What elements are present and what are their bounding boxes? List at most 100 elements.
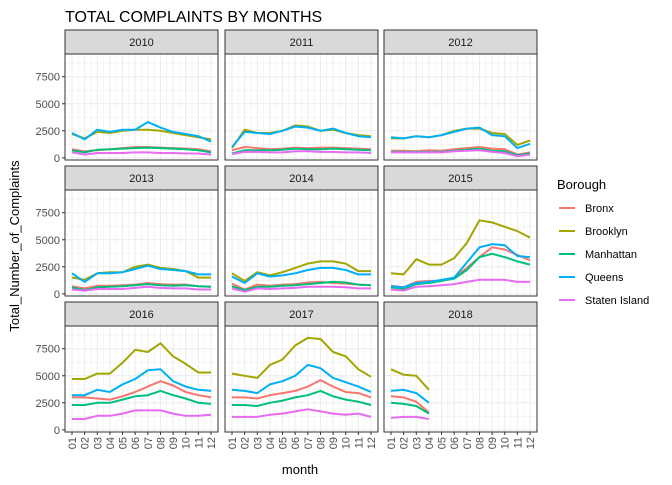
series-line-queens bbox=[71, 121, 212, 143]
x-tick-label: 01 bbox=[67, 437, 79, 449]
x-axis-title: month bbox=[282, 462, 318, 477]
y-tick-label: 5000 bbox=[36, 235, 60, 247]
x-tick-label: 04 bbox=[265, 437, 277, 449]
panel-border bbox=[64, 189, 219, 297]
y-tick-label: 5000 bbox=[36, 99, 60, 111]
x-tick-label: 02 bbox=[80, 437, 92, 449]
x-tick-label: 09 bbox=[487, 437, 499, 449]
series-line-bronx bbox=[390, 395, 430, 414]
x-tick-label: 03 bbox=[92, 437, 104, 449]
panel-border bbox=[224, 189, 379, 297]
x-tick-label: 04 bbox=[105, 437, 117, 449]
x-tick-label: 03 bbox=[252, 437, 264, 449]
x-tick-label: 05 bbox=[118, 437, 130, 449]
legend-label: Manhattan bbox=[585, 249, 637, 261]
series-line-brooklyn bbox=[231, 260, 371, 282]
x-tick-label: 01 bbox=[227, 437, 239, 449]
series-line-manhattan bbox=[71, 146, 212, 154]
y-tick-label: 2500 bbox=[36, 126, 60, 138]
facet-strip-label: 2011 bbox=[290, 37, 314, 49]
y-tick-label: 2500 bbox=[36, 398, 60, 410]
series-line-queens bbox=[71, 264, 211, 283]
x-tick-label: 10 bbox=[500, 437, 512, 449]
facet-strip-label: 2014 bbox=[289, 173, 313, 185]
series-line-manhattan bbox=[231, 147, 372, 155]
series-line-staten-island bbox=[391, 149, 531, 158]
legend-label: Bronx bbox=[585, 203, 614, 215]
y-axis-title: Total_Number_of_Complaints bbox=[7, 160, 22, 332]
x-tick-label: 10 bbox=[341, 437, 353, 449]
x-tick-label: 07 bbox=[303, 437, 315, 449]
series-line-manhattan bbox=[72, 389, 212, 406]
x-tick-label: 08 bbox=[315, 437, 327, 449]
series-line-staten-island bbox=[71, 151, 212, 156]
x-tick-label: 09 bbox=[328, 437, 340, 449]
legend-label: Staten Island bbox=[585, 295, 649, 307]
y-tick-label: 2500 bbox=[36, 262, 60, 274]
series-line-staten-island bbox=[232, 408, 372, 418]
panel-border bbox=[64, 53, 219, 161]
x-tick-label: 06 bbox=[130, 437, 142, 449]
facet-strip-label: 2010 bbox=[129, 37, 153, 49]
facet-strip bbox=[64, 301, 219, 327]
x-tick-label: 06 bbox=[290, 437, 302, 449]
series-line-manhattan bbox=[390, 252, 531, 290]
x-tick-label: 12 bbox=[525, 437, 537, 449]
series-line-queens bbox=[231, 363, 372, 395]
x-tick-label: 05 bbox=[437, 437, 449, 449]
series-line-staten-island bbox=[231, 150, 372, 156]
y-tick-label: 5000 bbox=[36, 371, 60, 383]
series-line-bronx bbox=[72, 380, 212, 401]
series-line-bronx bbox=[232, 379, 372, 400]
legend-label: Queens bbox=[585, 272, 624, 284]
series-line-bronx bbox=[231, 146, 372, 152]
facet-strip bbox=[383, 165, 538, 191]
y-tick-label: 0 bbox=[54, 153, 60, 165]
series-line-brooklyn bbox=[71, 128, 212, 141]
series-line-queens bbox=[72, 368, 212, 397]
series-line-brooklyn bbox=[72, 342, 211, 380]
series-line-staten-island bbox=[231, 285, 371, 293]
facet-strip bbox=[383, 301, 538, 327]
series-line-brooklyn bbox=[390, 219, 531, 276]
x-tick-label: 05 bbox=[278, 437, 290, 449]
facet-strip bbox=[64, 29, 219, 55]
y-tick-label: 7500 bbox=[36, 208, 60, 220]
series-line-queens bbox=[231, 125, 372, 148]
x-tick-label: 07 bbox=[143, 437, 155, 449]
facet-strip-label: 2015 bbox=[448, 173, 472, 185]
series-line-queens bbox=[390, 243, 531, 289]
x-tick-label: 09 bbox=[168, 437, 180, 449]
x-tick-label: 07 bbox=[462, 437, 474, 449]
series-line-manhattan bbox=[390, 401, 430, 415]
y-tick-label: 7500 bbox=[36, 72, 60, 84]
x-tick-label: 11 bbox=[512, 437, 524, 448]
facet-strip bbox=[224, 29, 379, 55]
series-line-staten-island bbox=[390, 278, 530, 292]
facet-strip-label: 2018 bbox=[448, 309, 472, 321]
facet-strip bbox=[224, 301, 379, 327]
x-tick-label: 11 bbox=[353, 437, 365, 448]
y-tick-label: 0 bbox=[54, 425, 60, 437]
series-line-brooklyn bbox=[390, 368, 430, 391]
x-tick-label: 08 bbox=[155, 437, 167, 449]
x-tick-label: 08 bbox=[474, 437, 486, 449]
y-tick-label: 0 bbox=[54, 289, 60, 301]
x-tick-label: 12 bbox=[206, 437, 218, 449]
series-line-manhattan bbox=[232, 389, 372, 407]
legend-title: Borough bbox=[557, 177, 606, 192]
x-tick-label: 12 bbox=[366, 437, 378, 449]
series-line-brooklyn bbox=[231, 336, 372, 379]
facet-strip-label: 2016 bbox=[129, 309, 153, 321]
series-line-manhattan bbox=[231, 280, 372, 292]
panel-border bbox=[383, 189, 538, 297]
series-line-staten-island bbox=[72, 409, 212, 420]
x-tick-label: 10 bbox=[181, 437, 193, 449]
series-line-staten-island bbox=[71, 285, 211, 292]
x-tick-label: 02 bbox=[240, 437, 252, 449]
x-tick-label: 01 bbox=[386, 437, 398, 449]
x-tick-label: 03 bbox=[411, 437, 423, 449]
series-line-manhattan bbox=[71, 283, 212, 292]
